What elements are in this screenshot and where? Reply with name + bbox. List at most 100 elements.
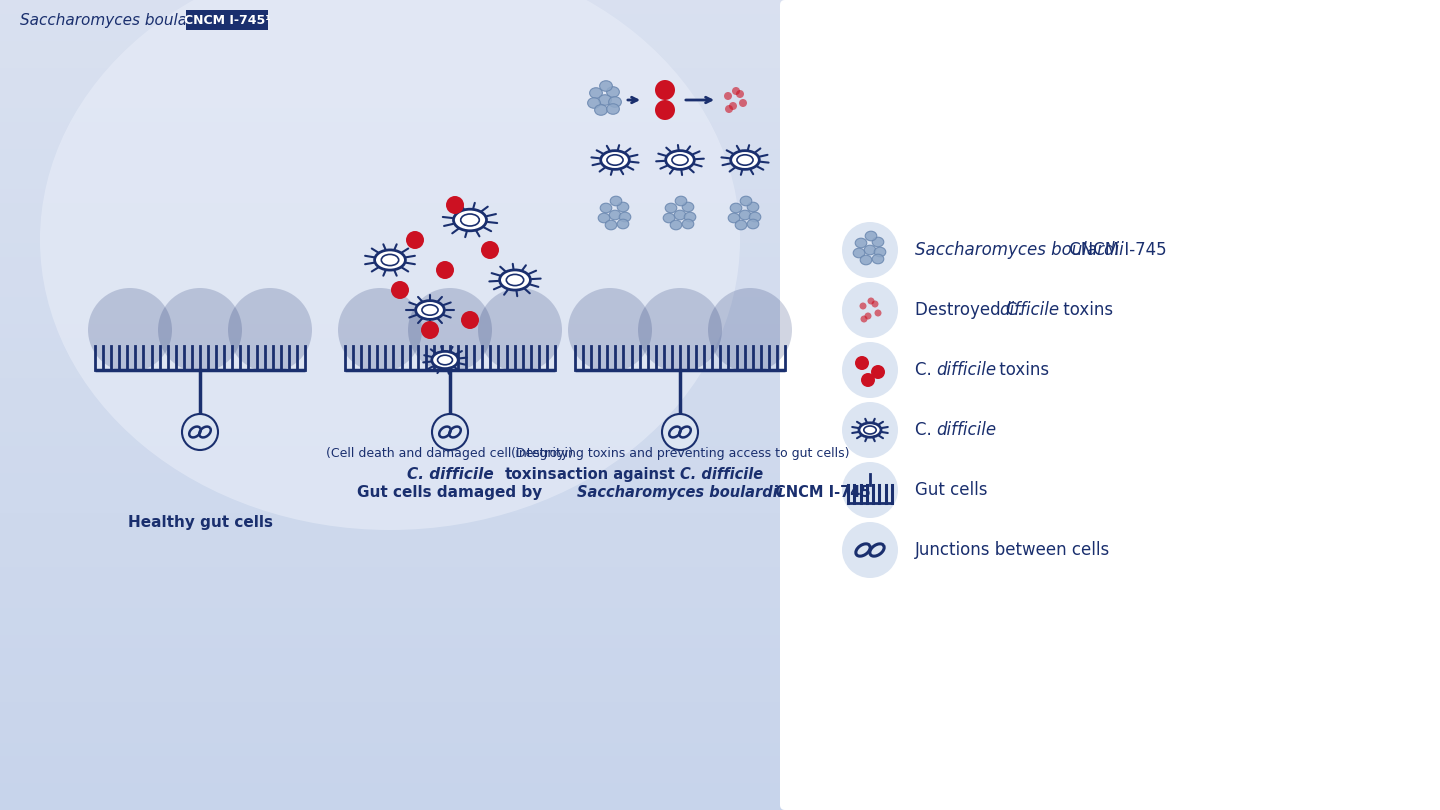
- FancyBboxPatch shape: [0, 743, 791, 756]
- FancyBboxPatch shape: [0, 446, 791, 459]
- Ellipse shape: [605, 220, 616, 230]
- FancyBboxPatch shape: [0, 108, 791, 122]
- Ellipse shape: [873, 254, 884, 264]
- Ellipse shape: [432, 352, 458, 369]
- Circle shape: [842, 402, 899, 458]
- Ellipse shape: [860, 255, 871, 265]
- FancyBboxPatch shape: [0, 257, 791, 270]
- FancyBboxPatch shape: [0, 459, 791, 472]
- FancyBboxPatch shape: [0, 81, 791, 95]
- Text: toxins: toxins: [995, 361, 1050, 379]
- FancyBboxPatch shape: [0, 338, 791, 351]
- Circle shape: [842, 222, 899, 278]
- Ellipse shape: [864, 245, 876, 255]
- Circle shape: [181, 414, 217, 450]
- Circle shape: [871, 365, 886, 379]
- FancyBboxPatch shape: [0, 472, 791, 486]
- FancyBboxPatch shape: [780, 0, 809, 810]
- Ellipse shape: [454, 209, 487, 231]
- Text: Junctions between cells: Junctions between cells: [914, 541, 1110, 559]
- Text: difficile: difficile: [936, 421, 996, 439]
- Text: C. difficile: C. difficile: [680, 467, 763, 482]
- Ellipse shape: [739, 211, 750, 220]
- FancyBboxPatch shape: [0, 284, 791, 297]
- FancyBboxPatch shape: [0, 581, 791, 594]
- Ellipse shape: [730, 151, 759, 169]
- FancyBboxPatch shape: [0, 675, 791, 688]
- Circle shape: [732, 87, 740, 95]
- Ellipse shape: [589, 87, 602, 98]
- Circle shape: [842, 342, 899, 398]
- FancyBboxPatch shape: [0, 391, 791, 405]
- FancyBboxPatch shape: [186, 10, 268, 30]
- Ellipse shape: [618, 220, 629, 228]
- Text: Destroyed C.: Destroyed C.: [914, 301, 1022, 319]
- FancyBboxPatch shape: [0, 594, 791, 608]
- Ellipse shape: [611, 196, 622, 206]
- FancyBboxPatch shape: [0, 148, 791, 162]
- Text: Saccharomyces boulardii: Saccharomyces boulardii: [577, 485, 783, 500]
- FancyBboxPatch shape: [0, 702, 791, 715]
- Circle shape: [432, 414, 468, 450]
- FancyBboxPatch shape: [0, 608, 791, 621]
- Ellipse shape: [416, 301, 445, 319]
- Circle shape: [158, 288, 242, 372]
- Text: C. difficile: C. difficile: [406, 467, 494, 482]
- Circle shape: [392, 281, 409, 299]
- Circle shape: [567, 288, 652, 372]
- FancyBboxPatch shape: [0, 176, 791, 189]
- Circle shape: [708, 288, 792, 372]
- FancyBboxPatch shape: [0, 351, 791, 365]
- Ellipse shape: [860, 423, 881, 437]
- FancyBboxPatch shape: [0, 432, 791, 446]
- FancyBboxPatch shape: [0, 540, 791, 553]
- Ellipse shape: [374, 250, 406, 270]
- Text: toxins: toxins: [505, 467, 557, 482]
- Ellipse shape: [865, 231, 877, 241]
- FancyBboxPatch shape: [0, 229, 791, 243]
- FancyBboxPatch shape: [0, 27, 791, 40]
- Circle shape: [406, 231, 423, 249]
- Ellipse shape: [40, 0, 740, 530]
- FancyBboxPatch shape: [0, 500, 791, 513]
- Circle shape: [461, 311, 480, 329]
- Text: C.: C.: [914, 361, 937, 379]
- FancyBboxPatch shape: [0, 14, 791, 27]
- Ellipse shape: [674, 211, 685, 220]
- Circle shape: [655, 80, 675, 100]
- Circle shape: [842, 282, 899, 338]
- Ellipse shape: [500, 270, 530, 290]
- Circle shape: [436, 261, 454, 279]
- Ellipse shape: [729, 213, 740, 223]
- Circle shape: [638, 288, 721, 372]
- Ellipse shape: [675, 196, 687, 206]
- Ellipse shape: [683, 220, 694, 228]
- FancyBboxPatch shape: [0, 729, 791, 743]
- Circle shape: [861, 373, 876, 387]
- Ellipse shape: [670, 220, 681, 230]
- Text: difficile: difficile: [936, 361, 996, 379]
- FancyBboxPatch shape: [0, 364, 791, 378]
- Ellipse shape: [606, 104, 619, 114]
- Text: Gut cells: Gut cells: [914, 481, 988, 499]
- Circle shape: [88, 288, 171, 372]
- FancyBboxPatch shape: [0, 662, 791, 675]
- Ellipse shape: [874, 247, 886, 257]
- FancyBboxPatch shape: [0, 122, 791, 135]
- Ellipse shape: [749, 212, 760, 222]
- FancyBboxPatch shape: [0, 54, 791, 67]
- Ellipse shape: [736, 220, 747, 230]
- Circle shape: [736, 90, 744, 98]
- FancyBboxPatch shape: [0, 324, 791, 338]
- Circle shape: [481, 241, 500, 259]
- Ellipse shape: [609, 96, 622, 107]
- Ellipse shape: [609, 211, 621, 220]
- Ellipse shape: [599, 95, 612, 105]
- Ellipse shape: [588, 98, 600, 109]
- FancyBboxPatch shape: [0, 621, 791, 634]
- Ellipse shape: [664, 213, 675, 223]
- Circle shape: [446, 196, 464, 214]
- FancyBboxPatch shape: [0, 715, 791, 729]
- Circle shape: [871, 301, 878, 308]
- Ellipse shape: [740, 196, 752, 206]
